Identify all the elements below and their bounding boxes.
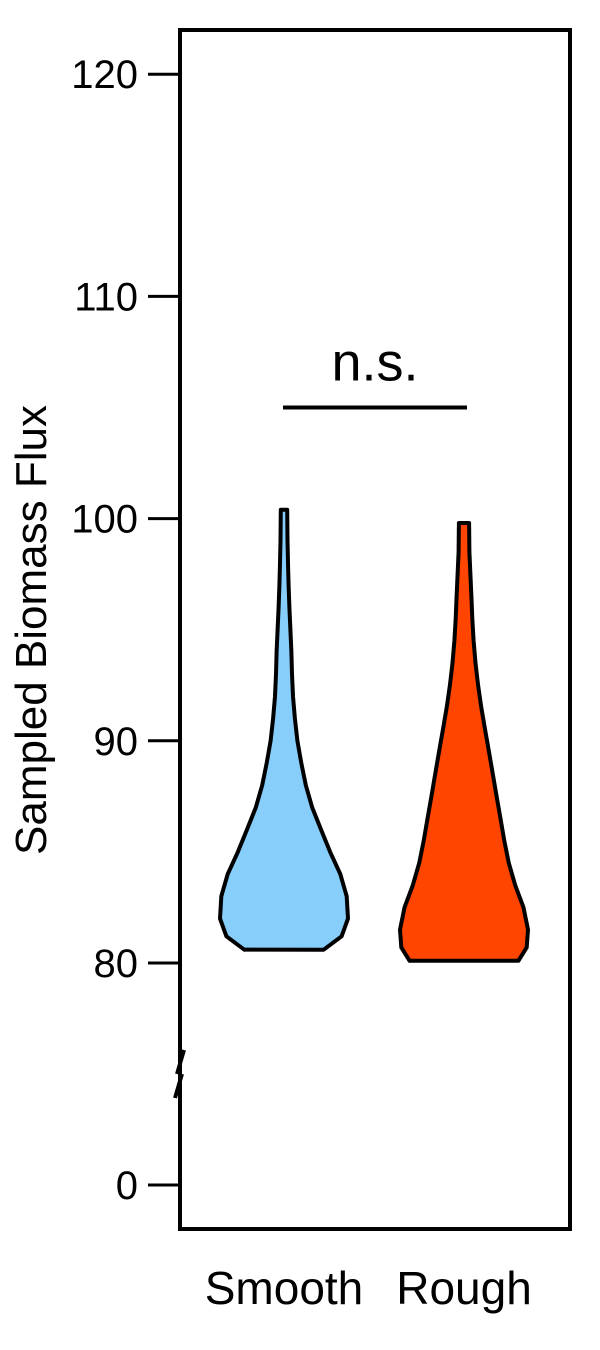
x-category-labels: Smooth Rough [205, 1262, 532, 1314]
y-tick-label: 100 [71, 498, 138, 542]
plot-frame [178, 28, 572, 1231]
y-axis-title: Sampled Biomass Flux [7, 405, 56, 855]
violin-smooth [218, 507, 350, 952]
y-tick-label: 80 [94, 942, 139, 986]
y-tick-label: 110 [74, 275, 138, 319]
significance-label: n.s. [331, 333, 418, 393]
y-axis: 0 80 90 100 110 120 [71, 53, 186, 1208]
y-ticks: 0 80 90 100 110 120 [71, 53, 180, 1208]
x-label-smooth: Smooth [205, 1262, 364, 1314]
violin-rough [398, 521, 530, 963]
violins [218, 507, 530, 963]
y-tick-label: 90 [94, 720, 139, 764]
y-tick-label: 120 [71, 53, 138, 97]
significance-annotation: n.s. [283, 333, 467, 410]
x-label-rough: Rough [396, 1262, 532, 1314]
y-tick-label: 0 [116, 1164, 138, 1208]
